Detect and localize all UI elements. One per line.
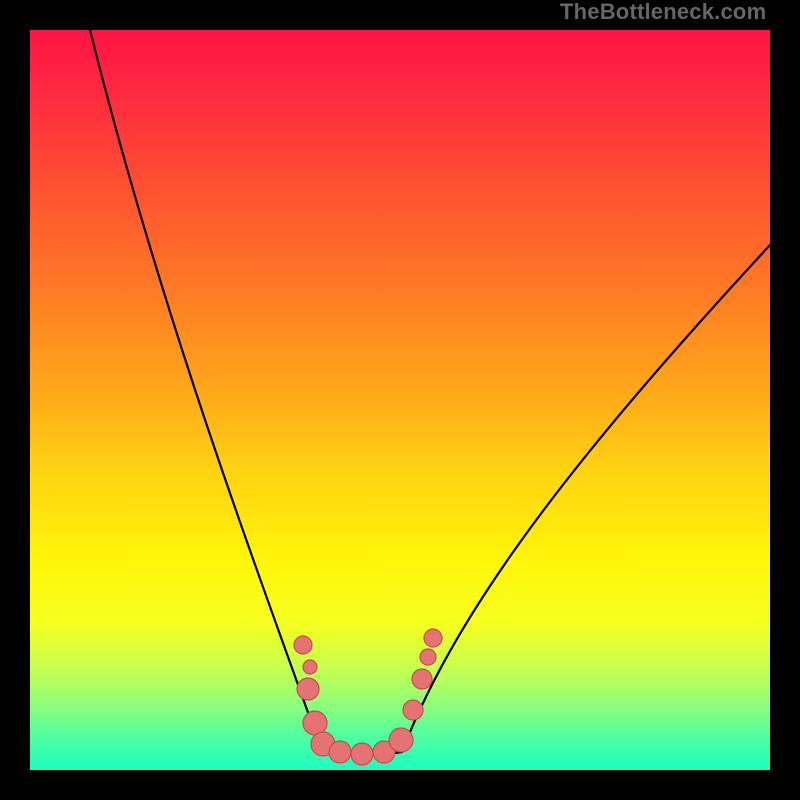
marker-dot: [294, 636, 312, 654]
marker-dot: [389, 728, 413, 752]
marker-dot: [303, 660, 317, 674]
marker-dot: [329, 741, 351, 763]
marker-dot: [351, 743, 373, 765]
marker-dot: [303, 711, 327, 735]
plot-area: [30, 30, 770, 770]
marker-dot: [403, 700, 423, 720]
marker-dot: [297, 678, 319, 700]
plot-svg: [30, 30, 770, 770]
watermark-label: TheBottleneck.com: [560, 0, 766, 25]
marker-dot: [420, 649, 436, 665]
gradient-background: [30, 30, 770, 770]
marker-dot: [424, 629, 442, 647]
marker-dot: [412, 669, 432, 689]
